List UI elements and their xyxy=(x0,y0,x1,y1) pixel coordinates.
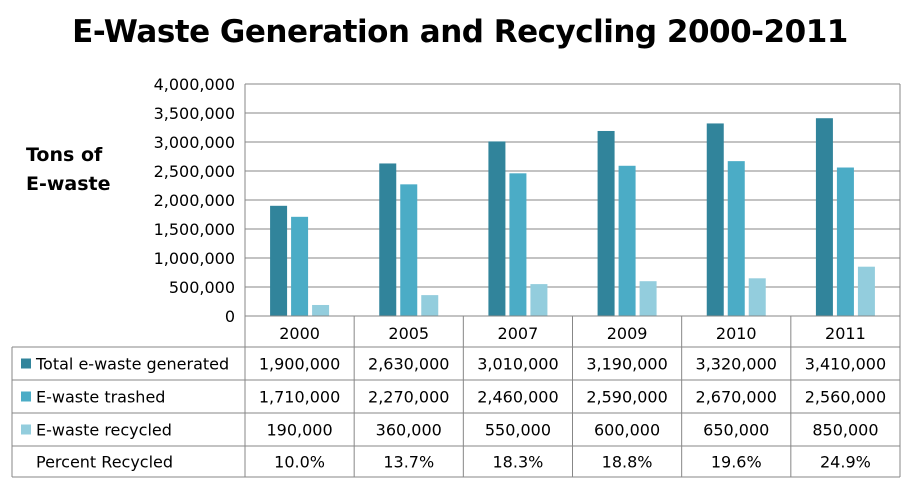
x-tick-label: 2005 xyxy=(388,324,429,343)
data-label: 2,460,000 xyxy=(477,388,558,407)
data-label: 550,000 xyxy=(485,421,551,440)
data-label: 3,190,000 xyxy=(586,355,667,374)
data-label: 3,320,000 xyxy=(696,355,777,374)
bar xyxy=(400,184,418,316)
data-label: 600,000 xyxy=(594,421,660,440)
bar xyxy=(488,141,506,316)
data-label: 850,000 xyxy=(812,421,878,440)
y-tick-label: 0 xyxy=(225,307,235,326)
data-label: 2,670,000 xyxy=(696,388,777,407)
legend-label: E-waste recycled xyxy=(36,421,172,440)
legend-key xyxy=(21,424,31,435)
bar xyxy=(618,165,636,316)
x-tick-label: 2010 xyxy=(716,324,757,343)
data-label: 2,630,000 xyxy=(368,355,449,374)
chart-title: E-Waste Generation and Recycling 2000-20… xyxy=(72,14,848,50)
x-tick-label: 2009 xyxy=(607,324,648,343)
data-label: 190,000 xyxy=(266,421,332,440)
bar xyxy=(312,304,330,316)
legend-key xyxy=(21,391,31,402)
legend-label: Percent Recycled xyxy=(36,453,173,472)
legend-label: Total e-waste generated xyxy=(35,355,229,374)
bar xyxy=(639,281,657,316)
bar xyxy=(421,295,439,316)
data-label: 1,710,000 xyxy=(259,388,340,407)
y-tick-label: 4,000,000 xyxy=(154,75,235,94)
data-label: 24.9% xyxy=(820,453,871,472)
bar xyxy=(291,216,309,316)
y-tick-label: 2,000,000 xyxy=(154,191,235,210)
data-label: 3,010,000 xyxy=(477,355,558,374)
data-label: 10.0% xyxy=(274,453,325,472)
y-tick-label: 500,000 xyxy=(169,278,235,297)
data-label: 2,560,000 xyxy=(805,388,886,407)
data-label: 13.7% xyxy=(383,453,434,472)
bar xyxy=(857,266,875,316)
data-label: 360,000 xyxy=(376,421,442,440)
bar xyxy=(748,278,766,316)
bar xyxy=(530,284,548,316)
bar xyxy=(509,173,527,316)
y-tick-label: 3,500,000 xyxy=(154,104,235,123)
y-axis-label-line1: Tons of xyxy=(26,144,103,166)
y-tick-label: 1,000,000 xyxy=(154,249,235,268)
y-axis-label-line2: E-waste xyxy=(26,173,111,195)
data-label: 2,270,000 xyxy=(368,388,449,407)
bar xyxy=(706,123,724,316)
data-label: 1,900,000 xyxy=(259,355,340,374)
data-label: 2,590,000 xyxy=(586,388,667,407)
x-tick-label: 2000 xyxy=(279,324,320,343)
bar xyxy=(815,118,833,316)
legend-key xyxy=(21,358,31,369)
data-label: 3,410,000 xyxy=(805,355,886,374)
y-tick-label: 2,500,000 xyxy=(154,162,235,181)
y-tick-label: 1,500,000 xyxy=(154,220,235,239)
y-axis-label: Tons of E-waste xyxy=(26,141,111,199)
x-tick-label: 2007 xyxy=(498,324,539,343)
bar xyxy=(727,161,745,316)
bar xyxy=(270,205,288,316)
data-label: 18.8% xyxy=(602,453,653,472)
data-label: 650,000 xyxy=(703,421,769,440)
legend-label: E-waste trashed xyxy=(36,388,165,407)
data-label: 19.6% xyxy=(711,453,762,472)
data-label: 18.3% xyxy=(493,453,544,472)
bar xyxy=(379,163,397,316)
bar xyxy=(597,130,615,316)
x-tick-label: 2011 xyxy=(825,324,866,343)
bar xyxy=(836,167,854,316)
y-tick-label: 3,000,000 xyxy=(154,133,235,152)
